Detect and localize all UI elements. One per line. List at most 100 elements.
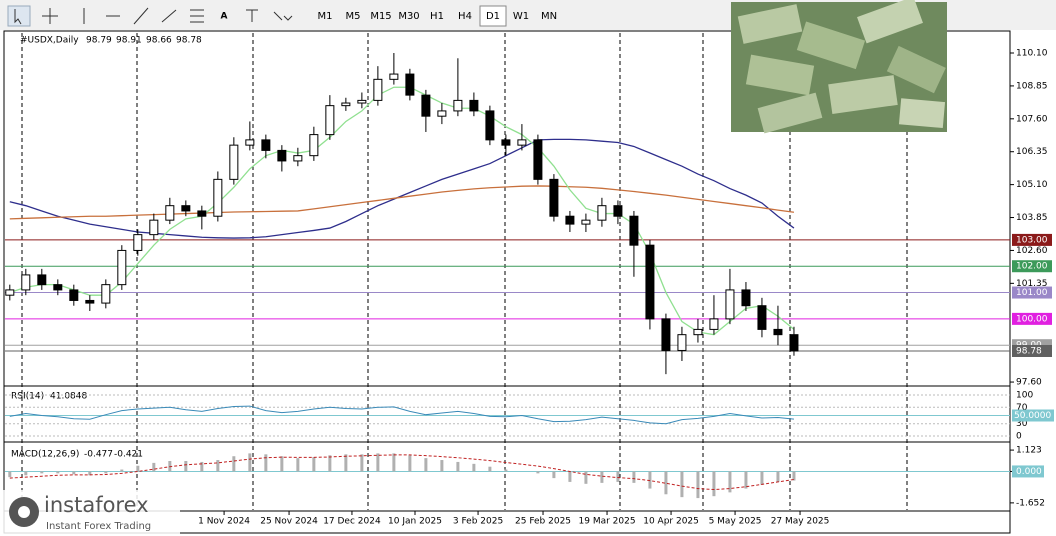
timeframes: M1 M5 M15 M30 H1 H4 D1 W1 MN — [318, 5, 557, 27]
moving-average — [9, 86, 795, 336]
candle-body — [453, 99, 463, 112]
candle-body — [325, 105, 335, 136]
candle-body — [293, 155, 303, 162]
level-label: 98.78 — [1016, 346, 1042, 356]
y-tick-label: 97.60 — [1016, 378, 1042, 388]
candle-body — [549, 178, 559, 217]
y-tick-label: 101.35 — [1016, 279, 1048, 289]
money-image — [731, 0, 947, 134]
candle-body — [693, 328, 703, 336]
chart-title: #USDX,Daily — [20, 36, 79, 46]
candle-body — [245, 139, 255, 146]
candle-body — [389, 73, 399, 80]
timeframe-button[interactable]: H4 — [458, 11, 472, 22]
macd-signal-value: -0.421 — [114, 450, 143, 460]
active-timeframe — [479, 5, 507, 27]
candle-body — [789, 334, 799, 352]
candle-body — [69, 289, 79, 301]
level-badge — [1012, 286, 1052, 299]
rsi-tick-label: 100 — [1016, 391, 1033, 401]
timeframe-button[interactable]: W1 — [513, 11, 529, 22]
candle-body — [405, 73, 415, 96]
timeframe-button[interactable]: M15 — [370, 11, 391, 22]
candle-body — [149, 219, 159, 236]
candle-body — [613, 205, 623, 217]
candle-body — [677, 334, 687, 351]
macd-name: MACD(12,26,9) — [11, 450, 79, 460]
candle-body — [533, 139, 543, 180]
x-tick-label: 1 Nov 2024 — [198, 517, 250, 527]
candle-body — [133, 234, 143, 251]
candle-body — [373, 78, 383, 101]
candle-body — [117, 249, 127, 286]
timeframe-button[interactable]: D1 — [486, 11, 500, 22]
timeframe-button[interactable]: M30 — [398, 11, 419, 22]
candle-body — [53, 284, 63, 291]
candle-body — [437, 110, 447, 117]
x-tick-label: 10 Jan 2025 — [388, 517, 442, 527]
rsi-name: RSI(14) — [11, 392, 44, 402]
candle-body — [357, 99, 367, 104]
candle-body — [741, 289, 751, 307]
timeframe-button[interactable]: M5 — [346, 11, 361, 22]
ohlc-value: 98.91 — [116, 36, 142, 46]
level-label: 101.00 — [1016, 288, 1048, 298]
candle-body — [21, 274, 31, 291]
x-tick-label: 10 Apr 2025 — [643, 517, 699, 527]
rsi-tick-label: 70 — [1016, 403, 1028, 413]
rsi-tick-label: 30 — [1016, 419, 1028, 429]
brand-tagline: Instant Forex Trading — [46, 521, 151, 532]
text-tool[interactable]: A — [221, 12, 228, 22]
candle-body — [757, 305, 767, 330]
rsi-level-label: 50.0000 — [1014, 411, 1051, 421]
timeframe-button[interactable]: H1 — [430, 11, 444, 22]
candle-body — [37, 274, 47, 286]
x-tick-label: 5 May 2025 — [709, 517, 762, 527]
level-badge — [1012, 260, 1052, 273]
x-tick-label: 17 Dec 2024 — [323, 517, 381, 527]
level-label: 103.00 — [1016, 235, 1048, 245]
candle-body — [709, 318, 719, 330]
y-tick-label: 108.85 — [1016, 81, 1048, 91]
y-tick-label: 103.85 — [1016, 213, 1048, 223]
candle-body — [485, 110, 495, 141]
plot: 110.10 108.85 107.60 106.35 105.10 103.85 102.… — [5, 36, 1054, 527]
level-label: 100.00 — [1016, 314, 1048, 324]
candle-body — [725, 289, 735, 320]
candle-body — [629, 215, 639, 246]
candle-body — [261, 139, 271, 151]
candle-body — [501, 139, 511, 146]
moving-average — [9, 185, 795, 220]
y-tick-label: 107.60 — [1016, 114, 1048, 124]
ohlc-value: 98.66 — [146, 36, 172, 46]
level-badge — [1012, 409, 1054, 422]
level-badge — [1012, 344, 1052, 357]
ohlc-value: 98.78 — [176, 36, 202, 46]
y-tick-label: 102.60 — [1016, 246, 1048, 256]
macd-value: -0.477 — [84, 450, 113, 460]
macd-tick-label: 1.123 — [1016, 446, 1042, 456]
candle-body — [581, 219, 591, 225]
candle-body — [213, 178, 223, 217]
candle-body — [773, 328, 783, 336]
toolbar-icons — [7, 5, 293, 27]
candle-body — [229, 144, 239, 180]
x-tick-label: 19 Mar 2025 — [579, 517, 636, 527]
candle-body — [517, 139, 527, 146]
y-tick-label: 110.10 — [1016, 49, 1048, 59]
timeframe-button[interactable]: MN — [541, 11, 557, 22]
candle-body — [85, 299, 95, 304]
candle-body — [341, 102, 351, 107]
x-tick-label: 3 Feb 2025 — [453, 517, 503, 527]
y-tick-label: 106.35 — [1016, 147, 1048, 157]
timeframe-button[interactable]: M1 — [318, 11, 333, 22]
rsi-line — [9, 405, 795, 425]
x-tick-label: 25 Nov 2024 — [260, 517, 318, 527]
macd-tick-label: 0.000 — [1016, 467, 1042, 477]
vertical-grid — [21, 33, 908, 510]
brand-name: instaforex — [44, 493, 149, 517]
macd-signal — [9, 454, 795, 491]
candle-body — [181, 205, 191, 212]
x-tick-label: 25 Feb 2025 — [515, 517, 571, 527]
